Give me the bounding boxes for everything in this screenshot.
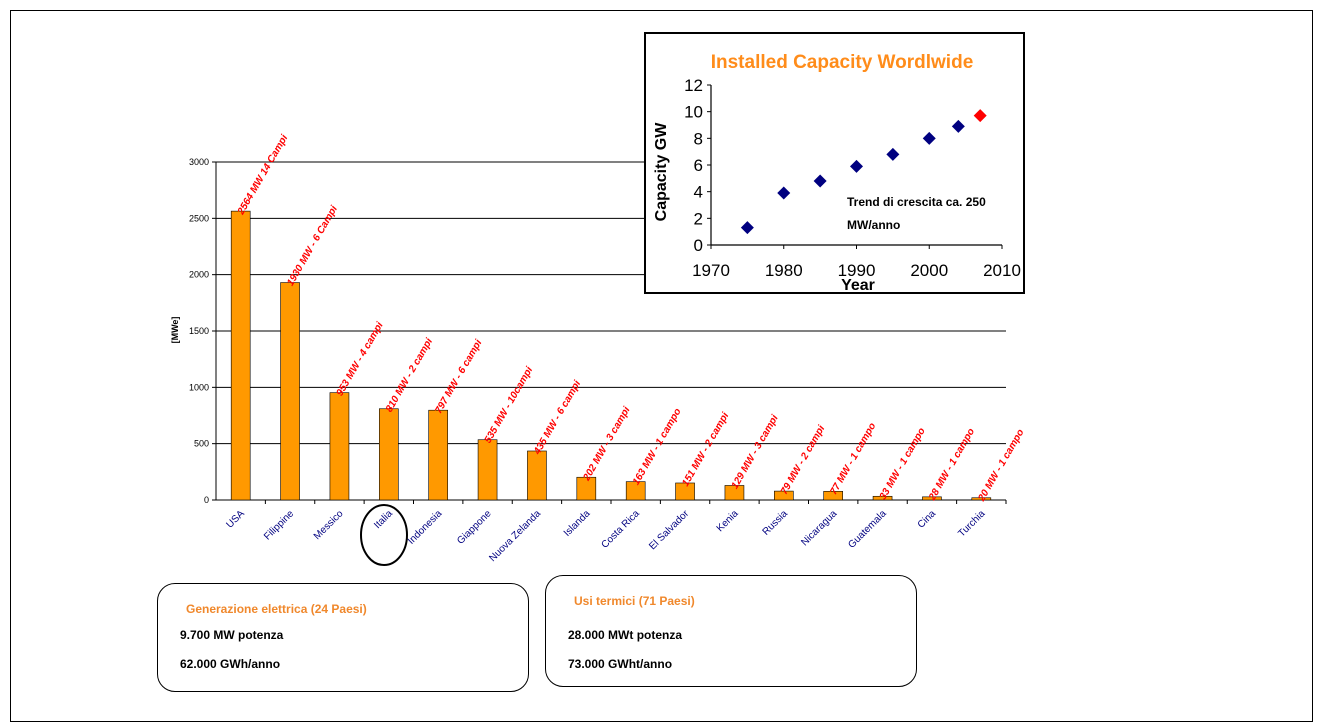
bar-data-label: 535 MW - 10campi xyxy=(483,365,536,445)
bar xyxy=(971,497,992,501)
category-label: El Salvador xyxy=(647,508,691,552)
thermal-uses-title: Usi termici (71 Paesi) xyxy=(574,594,695,608)
bar xyxy=(329,392,350,501)
bar-data-label: 33 MW - 1 campo xyxy=(878,426,928,502)
category-label: Russia xyxy=(761,508,791,538)
thermal-uses-box: Usi termici (71 Paesi) 28.000 MWt potenz… xyxy=(545,575,917,687)
bar-data-label: 151 MW - 2 campi xyxy=(680,411,731,489)
bar-data-label: 129 MW - 3 campi xyxy=(730,413,781,491)
y-tick-label: 1000 xyxy=(189,382,209,392)
bar xyxy=(230,210,251,501)
bar-data-label: 77 MW - 1 campo xyxy=(828,421,878,497)
y-tick-label: 1500 xyxy=(189,326,209,336)
bar xyxy=(724,485,745,501)
category-label: Messico xyxy=(312,508,346,542)
bar xyxy=(477,439,498,501)
bar xyxy=(379,408,399,501)
electric-generation-box: Generazione elettrica (24 Paesi) 9.700 M… xyxy=(157,583,529,692)
category-label: Giappone xyxy=(455,508,494,547)
bar xyxy=(823,491,843,501)
bar-data-label: 953 MW - 4 campi xyxy=(335,320,386,398)
y-tick-label: 3000 xyxy=(189,157,209,167)
category-label: Filippine xyxy=(262,508,296,542)
bar-data-label: 79 MW - 2 campi xyxy=(779,424,828,497)
y-tick-label: 0 xyxy=(204,495,209,505)
bar-data-label: 1930 MW - 6 Campi xyxy=(285,204,340,288)
category-label: Guatemala xyxy=(846,508,889,551)
bar xyxy=(428,409,448,501)
y-tick-label: 2000 xyxy=(189,270,209,280)
bar-data-label: 797 MW - 6 campi xyxy=(433,338,484,416)
y-tick-label: 500 xyxy=(194,439,209,449)
category-label: Costa Rica xyxy=(599,508,642,551)
thermal-uses-energy: 73.000 GWht/anno xyxy=(568,657,673,671)
bar xyxy=(625,481,646,501)
electric-generation-energy: 62.000 GWh/anno xyxy=(180,657,281,671)
electric-generation-power: 9.700 MW potenza xyxy=(180,628,284,642)
category-label: Kenia xyxy=(715,508,741,534)
bar-data-label: 2564 MW 14 Campi xyxy=(235,133,290,218)
y-tick-label: 2500 xyxy=(189,213,209,223)
category-label: Islanda xyxy=(562,508,593,539)
bar xyxy=(675,482,695,501)
category-label: Italia xyxy=(372,508,395,531)
bar xyxy=(576,476,597,501)
bar-data-label: 20 MW - 1 campo xyxy=(976,427,1027,504)
category-label: Nicaragua xyxy=(799,508,839,548)
bar xyxy=(527,450,547,501)
bar-data-label: 28 MW - 1 campo xyxy=(927,427,978,504)
category-label: Cina xyxy=(916,508,939,531)
italia-highlight-circle xyxy=(360,504,408,566)
category-label: Indonesia xyxy=(406,508,445,547)
category-label: Turchia xyxy=(956,508,987,539)
bar-chart-categories: USA Filippine Messico Italia Indonesia Giappo… xyxy=(224,508,987,564)
bar xyxy=(872,495,893,501)
bar xyxy=(922,496,942,501)
bar-data-label: 202 MW - 3 campi xyxy=(581,405,633,484)
bar-chart-y-ticks: 0 500 1000 1500 2000 2500 3000 xyxy=(189,157,209,505)
bar-data-label: 163 MW - 1 campo xyxy=(631,407,684,488)
bar-chart-bars xyxy=(230,210,992,501)
inset-chart-panel xyxy=(644,32,1025,294)
bar-data-label: 810 MW - 2 campi xyxy=(384,336,435,414)
bar-data-label: 435 MW - 6 campi xyxy=(532,379,584,458)
electric-generation-title: Generazione elettrica (24 Paesi) xyxy=(186,602,367,616)
bar-chart-y-axis-label: [MWe] xyxy=(170,317,180,344)
bar xyxy=(280,282,300,501)
bar xyxy=(774,490,794,501)
category-label: Nuova Zelanda xyxy=(487,508,543,564)
category-label: USA xyxy=(224,508,247,531)
thermal-uses-power: 28.000 MWt potenza xyxy=(568,628,683,642)
